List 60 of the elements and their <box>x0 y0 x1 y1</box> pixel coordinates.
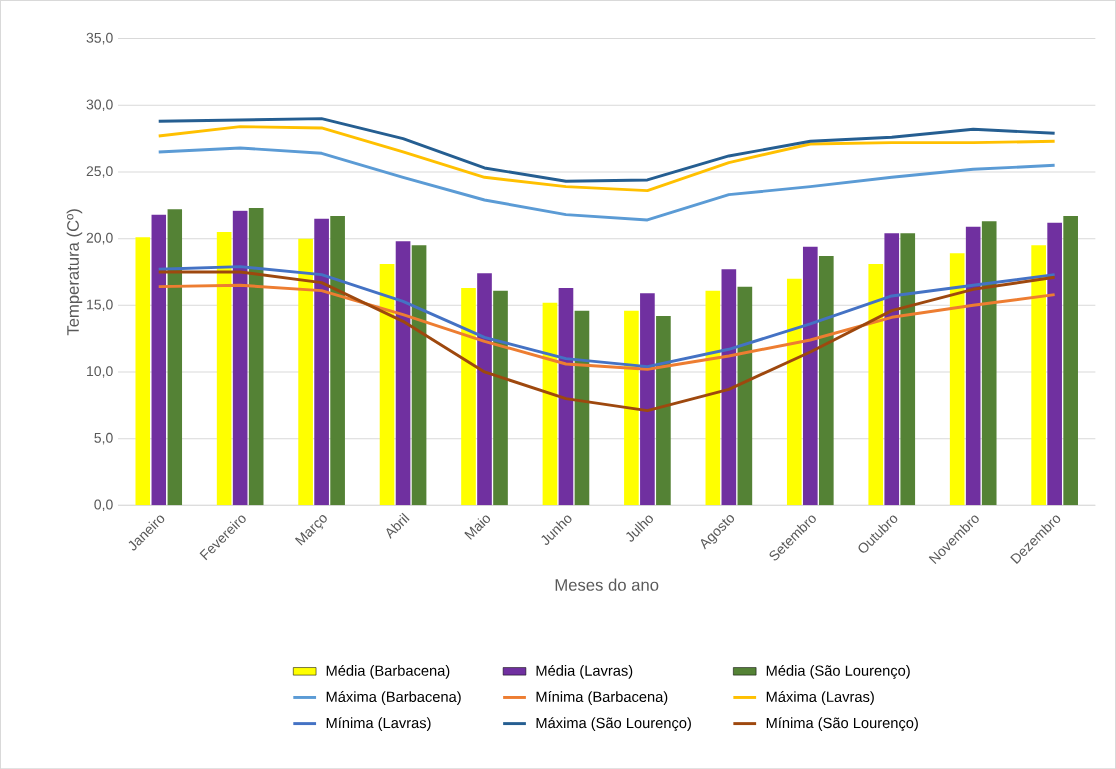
y-tick-label: 25,0 <box>86 166 113 178</box>
y-tick-label: 0,0 <box>94 499 113 511</box>
bar <box>477 273 492 506</box>
legend-label: Média (Lavras) <box>536 664 633 679</box>
bar <box>965 226 981 506</box>
bar <box>802 246 818 506</box>
bar <box>232 210 248 506</box>
y-tick-label: 15,0 <box>87 299 113 311</box>
bar <box>395 241 411 506</box>
bar <box>574 310 590 506</box>
bar <box>298 238 313 506</box>
bar <box>884 233 900 506</box>
bar <box>624 310 639 506</box>
bar <box>135 237 151 506</box>
bar <box>1031 245 1046 506</box>
bar <box>248 207 264 506</box>
y-tick-label: 35,0 <box>86 32 113 45</box>
line-series <box>157 265 1057 368</box>
bar <box>981 221 997 506</box>
bar <box>216 231 232 506</box>
line-series <box>157 146 1057 222</box>
y-axis-title: Temperatura (Cº) <box>66 209 83 336</box>
y-tick-label: 30,0 <box>86 99 113 111</box>
bar <box>151 214 167 506</box>
line-series <box>157 125 1057 192</box>
legend-label: Mínima (Lavras) <box>326 717 431 731</box>
bar <box>314 218 329 506</box>
bar <box>411 245 427 506</box>
bar <box>868 263 884 506</box>
legend-label: Máxima (Lavras) <box>766 690 874 705</box>
legend-label: Média (Barbacena) <box>326 664 450 679</box>
bar <box>818 255 834 506</box>
bar <box>656 315 671 506</box>
bar <box>493 290 508 506</box>
bar <box>786 278 802 506</box>
bar <box>721 269 737 506</box>
legend-label: Máxima (Barbacena) <box>326 690 461 705</box>
legend-label: Máxima (São Lourenço) <box>536 717 691 731</box>
bar <box>705 290 721 506</box>
legend-label: Mínima (Barbacena) <box>536 690 668 705</box>
line-series <box>157 270 1057 412</box>
bar <box>1047 222 1062 506</box>
bar <box>379 263 395 506</box>
bar <box>900 233 916 506</box>
y-tick-label: 5,0 <box>94 432 113 445</box>
bar <box>542 302 558 506</box>
y-tick-label: 20,0 <box>86 232 113 245</box>
bar <box>640 293 655 506</box>
bar <box>167 209 183 506</box>
bar <box>461 287 476 506</box>
bar <box>558 287 574 506</box>
bar <box>1063 215 1078 506</box>
legend-label: Média (São Lourenço) <box>766 664 910 679</box>
legend-label: Mínima (São Lourenço) <box>766 717 918 731</box>
y-tick-label: 10,0 <box>87 366 113 378</box>
line-series <box>157 283 1057 371</box>
bar <box>949 253 965 506</box>
bar <box>737 286 753 506</box>
bar <box>330 215 345 506</box>
x-axis-title: Meses do ano <box>555 578 659 591</box>
